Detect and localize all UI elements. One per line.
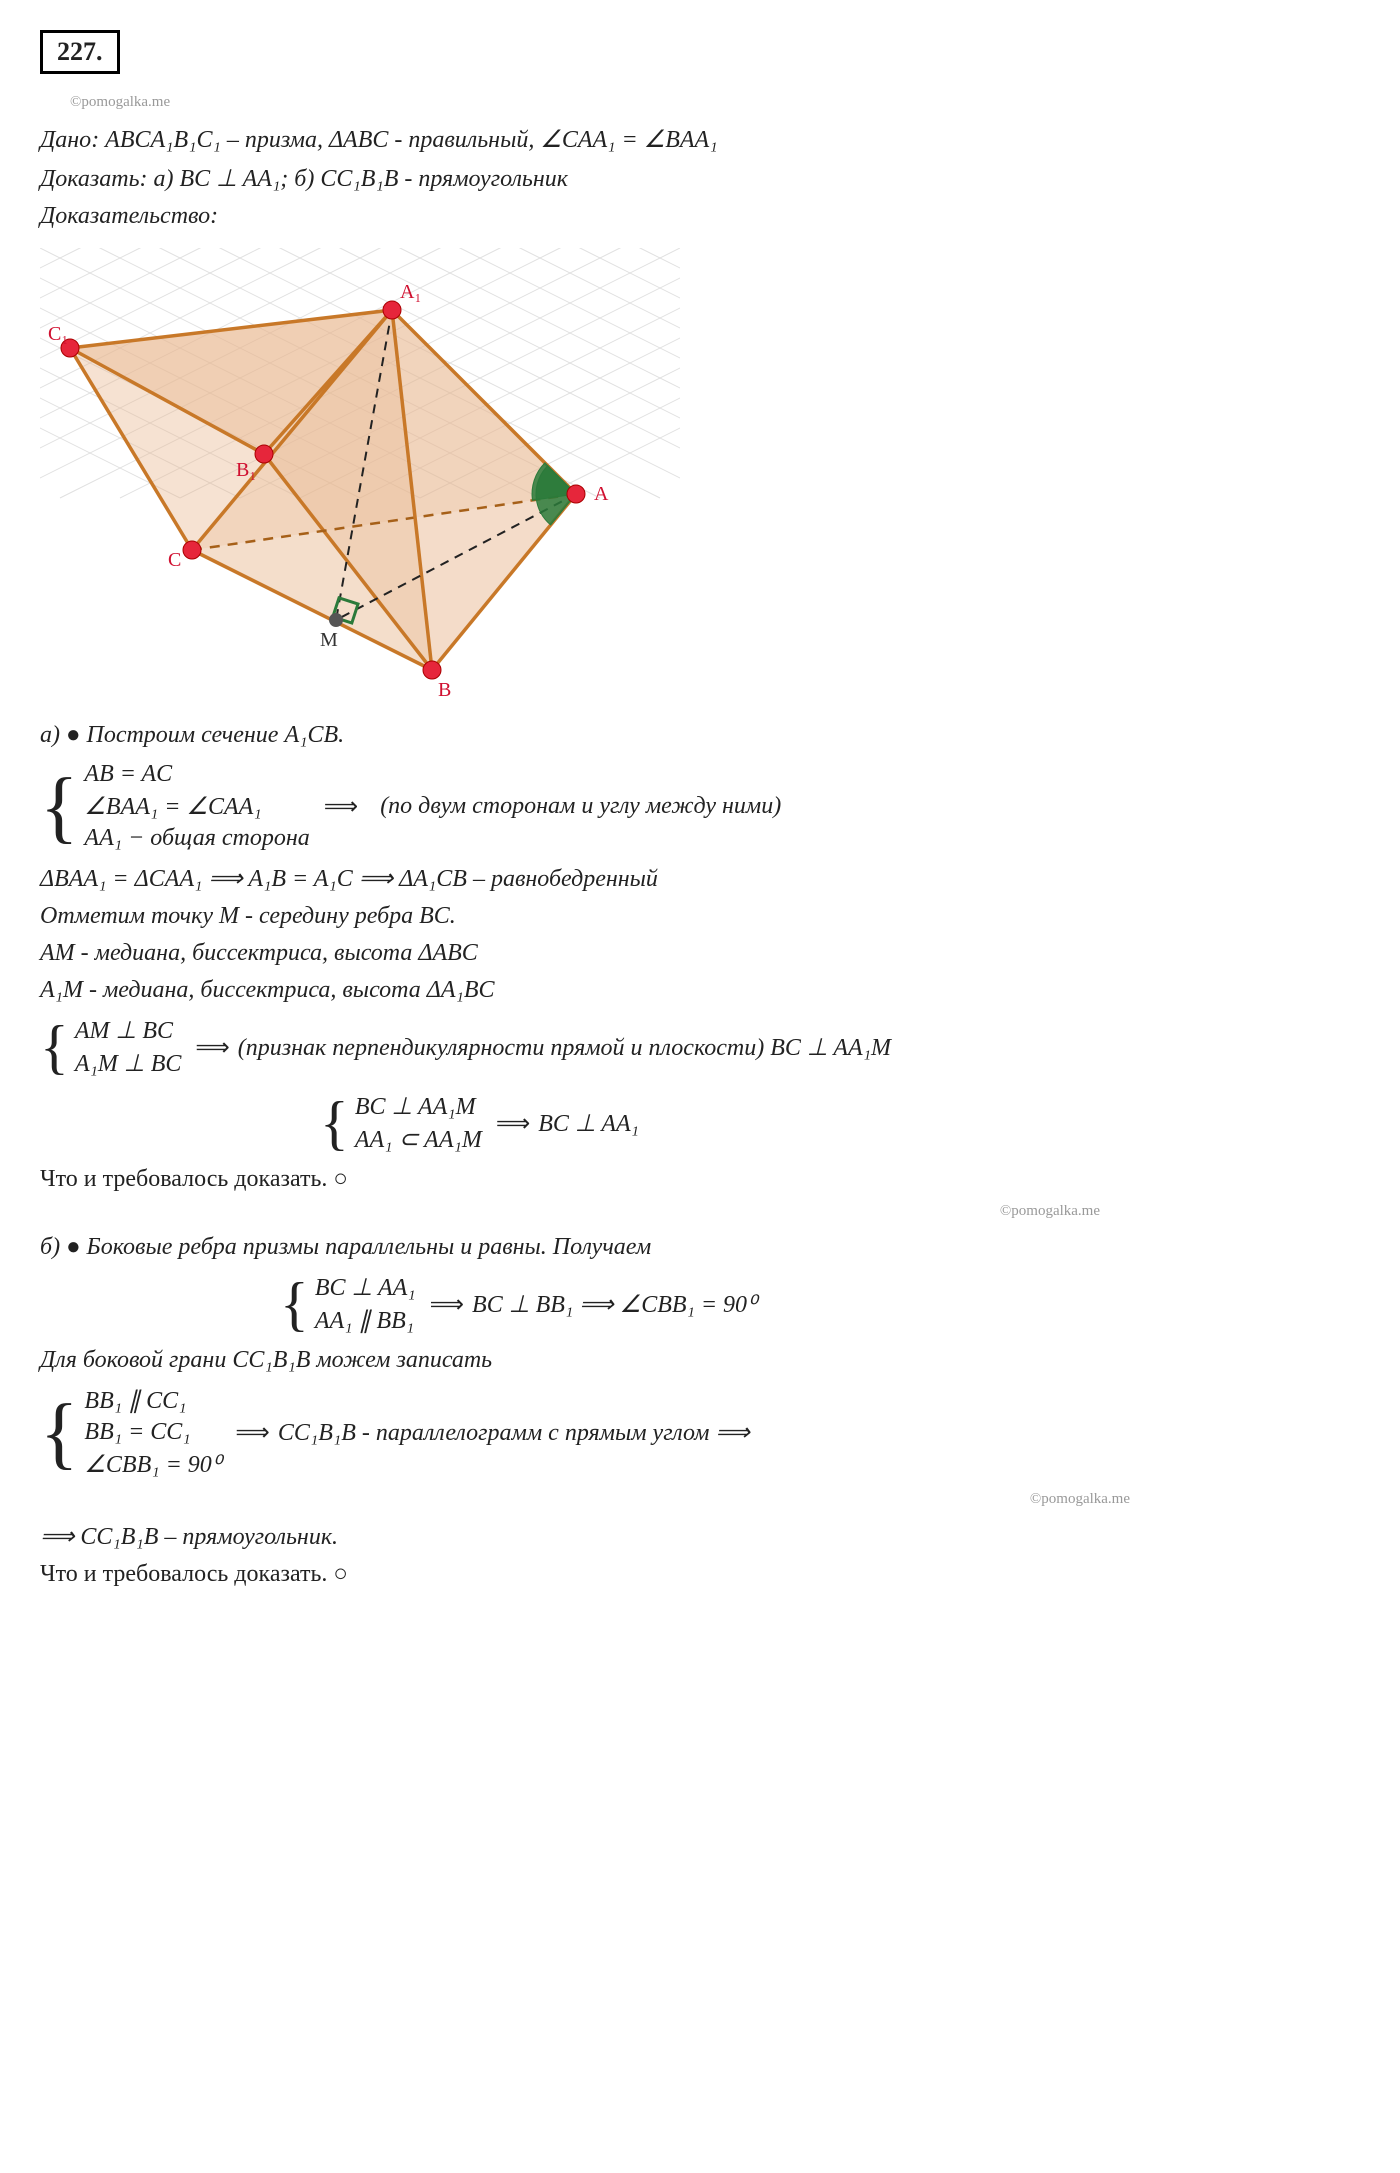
svg-text:B: B (438, 679, 451, 701)
part-a-intro: а) ● Построим сечение A₁CB. (40, 722, 1360, 749)
brace-after: (признак перпендикулярности прямой и пло… (238, 1033, 891, 1062)
brace-line: BB₁ ∥ CC₁ (84, 1386, 221, 1415)
svg-text:M: M (320, 629, 338, 651)
brace-after: BC ⊥ AA₁ (538, 1109, 639, 1138)
svg-text:C₁: C₁ (48, 323, 68, 345)
implies-arrow: ⟹ (195, 1033, 229, 1062)
brace-group-a3: { BC ⊥ AA₁M AA₁ ⊂ AA₁M ⟹ BC ⊥ AA₁ (320, 1090, 1360, 1156)
brace-content: AM ⊥ BC A₁M ⊥ BC (75, 1014, 182, 1080)
brace-left: { (40, 1023, 69, 1071)
brace-line: AA₁ ⊂ AA₁M (355, 1125, 482, 1154)
implies-arrow: ⟹ (430, 1290, 464, 1319)
brace-line: ∠BAA₁ = ∠CAA₁ (84, 792, 309, 821)
brace-line: AA₁ ∥ BB₁ (315, 1306, 416, 1335)
brace-line: AA₁ − общая сторона (84, 825, 309, 852)
am-line: AM - медиана, биссектриса, высота ΔABC (40, 940, 1360, 967)
brace-content: BC ⊥ AA₁ AA₁ ∥ BB₁ (315, 1271, 416, 1337)
proof-colon: : (210, 203, 218, 229)
brace-left: { (280, 1280, 309, 1328)
given-text: : ABCA₁B₁C₁ – призма, ΔABC - правильный,… (91, 127, 717, 153)
brace-line: BC ⊥ AA₁M (355, 1092, 482, 1121)
proof-label: Доказательство (40, 203, 210, 229)
brace-content: BB₁ ∥ CC₁ BB₁ = CC₁ ∠CBB₁ = 90⁰ (84, 1384, 221, 1481)
svg-text:A: A (594, 483, 609, 505)
brace-line: BB₁ = CC₁ (84, 1419, 221, 1446)
a1m-line: A₁M - медиана, биссектриса, высота ΔA₁BC (40, 977, 1360, 1004)
watermark-mid: ©pomogalka.me (70, 1203, 1100, 1220)
svg-text:C: C (168, 549, 181, 571)
triangles-equal-line: ΔBAA₁ = ΔCAA₁ ⟹ A₁B = A₁C ⟹ ΔA₁CB – равн… (40, 864, 1360, 893)
implies-arrow: ⟹ (235, 1418, 269, 1447)
svg-text:A₁: A₁ (400, 281, 421, 303)
brace-group-a2: { AM ⊥ BC A₁M ⊥ BC ⟹ (признак перпендику… (40, 1014, 1360, 1080)
brace-group-b1: { BC ⊥ AA₁ AA₁ ∥ BB₁ ⟹ BC ⊥ BB₁ ⟹ ∠CBB₁ … (280, 1271, 1360, 1337)
problem-number: 227. (40, 30, 120, 74)
prove-text: : а) BC ⊥ AA₁; б) CC₁B₁B - прямоугольник (140, 166, 568, 192)
watermark-lower: ©pomogalka.me (70, 1491, 1130, 1508)
brace-line: BC ⊥ AA₁ (315, 1273, 416, 1302)
proof-label-line: Доказательство: (40, 203, 1360, 230)
brace-left: { (40, 775, 78, 839)
implies-arrow: ⟹ (324, 792, 358, 821)
conclusion-line: ⟹ CC₁B₁B – прямоугольник. (40, 1522, 1360, 1551)
point-m-line: Отметим точку M - середину ребра BC. (40, 903, 1360, 930)
brace-left: { (40, 1401, 78, 1465)
watermark-top: ©pomogalka.me (70, 94, 1360, 111)
brace-left: { (320, 1099, 349, 1147)
implies-arrow: ⟹ (496, 1109, 530, 1138)
prove-line: Доказать: а) BC ⊥ AA₁; б) CC₁B₁B - прямо… (40, 164, 1360, 193)
brace-after: CC₁B₁B - параллелограмм с прямым углом ⟹ (278, 1418, 750, 1447)
brace-content: AB = AC ∠BAA₁ = ∠CAA₁ AA₁ − общая сторон… (84, 759, 309, 854)
brace-line: ∠CBB₁ = 90⁰ (84, 1450, 221, 1479)
brace-group-b2: { BB₁ ∥ CC₁ BB₁ = CC₁ ∠CBB₁ = 90⁰ ⟹ CC₁B… (40, 1384, 1360, 1481)
brace-line: A₁M ⊥ BC (75, 1049, 182, 1078)
prove-label: Доказать (40, 166, 140, 192)
brace-after: BC ⊥ BB₁ ⟹ ∠CBB₁ = 90⁰ (472, 1290, 757, 1319)
side-face-line: Для боковой грани CC₁B₁B можем записать (40, 1347, 1360, 1374)
given-line: Дано: ABCA₁B₁C₁ – призма, ΔABC - правиль… (40, 125, 1360, 154)
prism-diagram: C₁ A₁ B₁ A C B M (40, 248, 680, 708)
brace-after: (по двум сторонам и углу между ними) (380, 793, 781, 820)
svg-text:B₁: B₁ (236, 459, 256, 481)
qed-a: Что и требовалось доказать. ○ (40, 1166, 1360, 1193)
brace-group-a1: { AB = AC ∠BAA₁ = ∠CAA₁ AA₁ − общая стор… (40, 759, 1360, 854)
part-b-intro: б) ● Боковые ребра призмы параллельны и … (40, 1234, 1360, 1261)
given-label: Дано (40, 127, 91, 153)
brace-line: AB = AC (84, 761, 309, 788)
brace-line: AM ⊥ BC (75, 1016, 182, 1045)
brace-content: BC ⊥ AA₁M AA₁ ⊂ AA₁M (355, 1090, 482, 1156)
qed-b: Что и требовалось доказать. ○ (40, 1561, 1360, 1588)
